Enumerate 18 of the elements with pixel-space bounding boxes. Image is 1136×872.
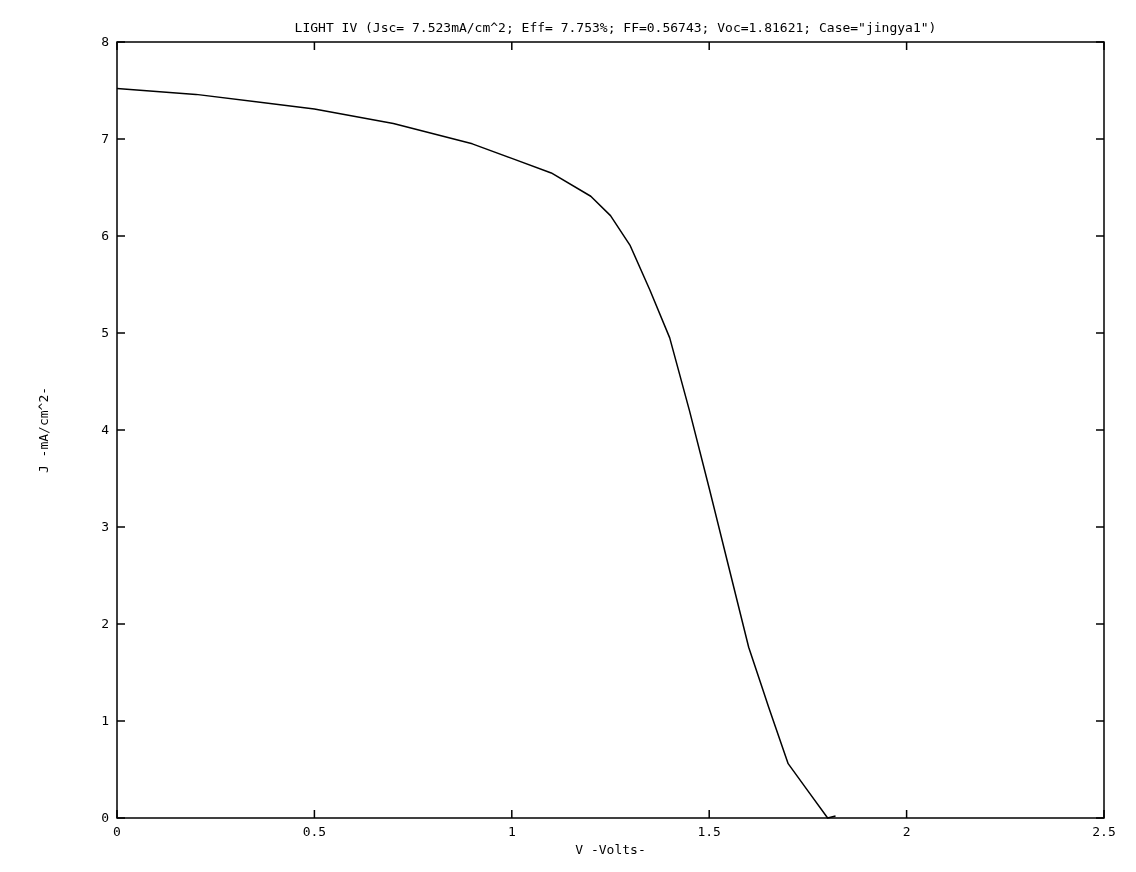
y-tick-label: 0	[101, 810, 109, 825]
x-tick-label: 2.5	[1092, 824, 1116, 839]
x-axis-title: V -Volts-	[575, 842, 646, 857]
y-tick-label: 5	[101, 325, 109, 340]
y-tick-label: 4	[101, 422, 110, 437]
y-tick-label: 8	[101, 34, 109, 49]
y-tick-label: 6	[101, 228, 109, 243]
x-tick-label: 1.5	[697, 824, 721, 839]
y-tick-label: 3	[101, 519, 109, 534]
y-tick-label: 2	[101, 616, 109, 631]
chart-title: LIGHT IV (Jsc= 7.523mA/cm^2; Eff= 7.753%; FF=0.56743; Voc=1.81621; Case="jingya1")	[294, 20, 937, 35]
x-tick-label: 2	[902, 824, 911, 839]
x-tick-label: 0.5	[302, 824, 327, 839]
y-axis-title: J -mA/cm^2-	[36, 386, 51, 474]
y-tick-label: 1	[101, 713, 109, 728]
x-tick-label: 1	[507, 824, 516, 839]
y-tick-label: 7	[101, 131, 109, 146]
x-tick-label: 0	[113, 824, 121, 839]
